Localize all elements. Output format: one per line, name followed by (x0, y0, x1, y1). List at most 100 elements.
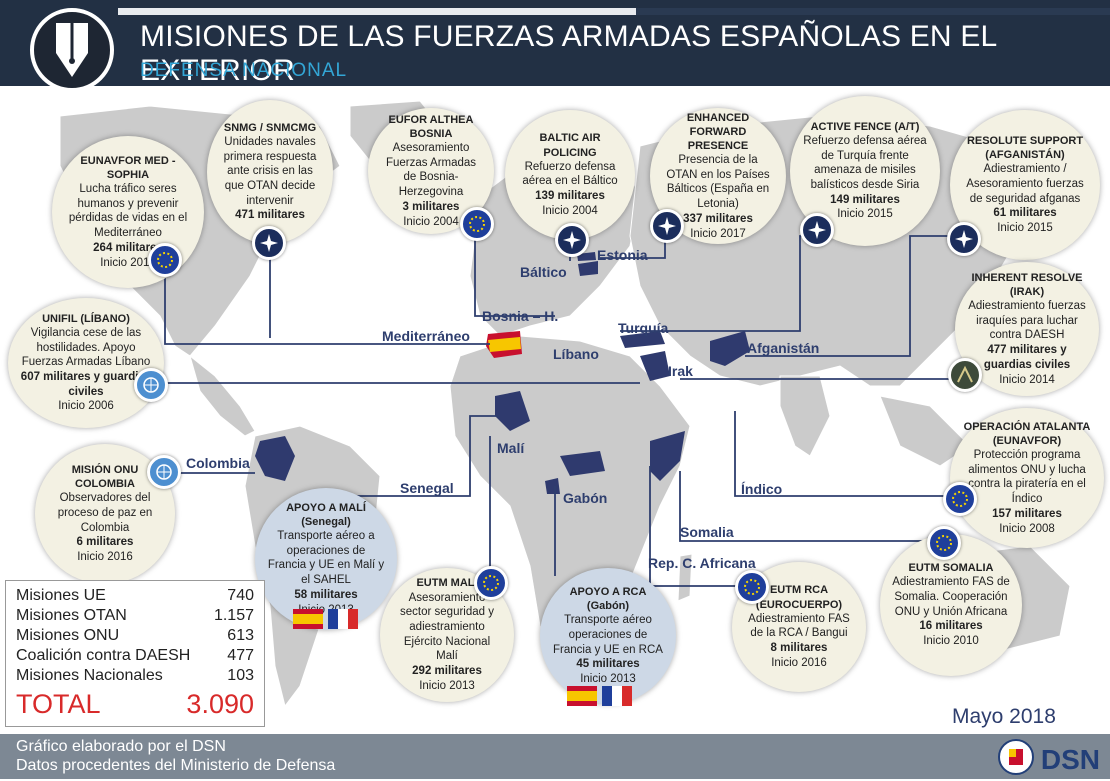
nato-emblem-icon (947, 222, 981, 256)
mission-bubble: RESOLUTE SUPPORT (AFGANISTÁN) Adiestrami… (950, 110, 1100, 260)
location-label-mali: Malí (497, 440, 525, 456)
stats-label: Misiones ONU (16, 627, 120, 644)
mission-start: Inicio 2010 (923, 635, 979, 648)
mission-start: Inicio 2006 (58, 400, 114, 413)
mission-description: Unidades navales primera respuesta ante … (223, 135, 317, 207)
header-bar: MISIONES DE LAS FUERZAS ARMADAS ESPAÑOLA… (0, 0, 1110, 87)
mission-title: SNMG / SNMCMG (223, 121, 317, 134)
mission-start: Inicio 2013 (419, 679, 475, 692)
mission-title: BALTIC AIR POLICING (539, 132, 601, 159)
mission-description: Asesoramiento Fuerzas Armadas de Bosnia-… (385, 141, 477, 199)
mission-military: 3 militares (402, 200, 460, 213)
mission-title: ENHANCED FORWARD PRESENCE (686, 111, 750, 152)
spain-flag-shape (486, 331, 522, 358)
mission-description: Refuerzo defensa aérea de Turquía frente… (803, 134, 927, 192)
mission-description: Lucha tráfico seres humanos y prevenir p… (68, 182, 188, 240)
mission-start: Inicio 2004 (403, 215, 459, 228)
mission-military: 45 militares (576, 658, 640, 671)
location-label-baltico: Báltico (520, 264, 567, 280)
footer-source: Datos procedentes del Ministerio de Defe… (16, 757, 336, 774)
spain-coat-of-arms-icon (997, 738, 1035, 781)
mission-military: 471 militares (235, 209, 305, 222)
mission-title: EUTM SOMALIA (908, 562, 994, 575)
eu-flag-icon (943, 482, 977, 516)
mission-description: Adiestramiento fuerzas iraquíes para luc… (968, 299, 1086, 342)
mission-description: Transporte aéreo operaciones de Francia … (553, 614, 663, 656)
mission-military: 292 militares (412, 665, 482, 678)
stats-label: Coalición contra DAESH (16, 647, 191, 664)
mission-start: Inicio 2016 (771, 656, 827, 669)
mission-bubble: SNMG / SNMCMG Unidades navales primera r… (207, 100, 333, 244)
mission-start: Inicio 2013 (580, 673, 636, 686)
spain-flag-icon (293, 609, 323, 629)
mission-start: Inicio 2015 (100, 256, 156, 269)
mission-military: 264 militares (93, 241, 163, 254)
location-label-bosnia: Bosnia – H. (482, 308, 559, 324)
mission-description: Refuerzo defensa aérea en el Báltico (522, 160, 618, 188)
mission-description: Transporte aéreo a operaciones de Franci… (267, 529, 385, 587)
france-flag-icon (602, 686, 632, 706)
un-emblem-icon (147, 455, 181, 489)
mission-military: 16 militares (919, 620, 983, 633)
mission-military: 6 militares (76, 536, 134, 549)
mission-start: Inicio 2004 (542, 204, 598, 217)
mission-military: 607 militares y guardias civiles (20, 371, 152, 398)
location-label-indico: Índico (741, 481, 783, 497)
mission-title: RESOLUTE SUPPORT (AFGANISTÁN) (966, 135, 1084, 162)
mission-military: 337 militares (683, 212, 753, 225)
mission-description: Asesoramiento sector seguridad y adiestr… (400, 591, 494, 663)
mission-description: Presencia de la OTAN en los Países Bálti… (666, 153, 770, 211)
eu-flag-icon (927, 526, 961, 560)
eu-flag-icon (735, 570, 769, 604)
location-label-senegal: Senegal (400, 480, 454, 496)
mission-description: Adiestramiento FAS de Somalia. Cooperaci… (892, 576, 1010, 618)
mission-title: MISIÓN ONU COLOMBIA (71, 464, 139, 491)
header-accent-line (118, 8, 636, 15)
mission-title: APOYO A RCA (Gabón) (569, 586, 647, 613)
location-label-libano: Líbano (553, 346, 599, 362)
mission-title: INHERENT RESOLVE (IRAK) (971, 271, 1083, 298)
stats-label: Misiones UE (16, 587, 106, 604)
stats-value: 477 (227, 647, 254, 664)
footer-bar: Gráfico elaborado por el DSN Datos proce… (0, 734, 1110, 779)
location-label-somalia: Somalia (680, 524, 734, 540)
stats-value: 1.157 (213, 607, 254, 624)
mission-description: Vigilancia cese de las hostilidades. Apo… (21, 326, 151, 369)
mission-title: EUTM RCA (EUROCUERPO) (755, 584, 843, 611)
mission-bubble: APOYO A RCA (Gabón) Transporte aéreo ope… (540, 568, 676, 704)
mission-title: OPERACIÓN ATALANTA (EUNAVFOR) (963, 420, 1091, 447)
mission-description: Adiestramiento / Asesoramiento fuerzas d… (966, 163, 1084, 205)
mission-title: UNIFIL (LÍBANO) (42, 312, 130, 325)
stats-total-label: TOTAL (16, 689, 101, 719)
location-label-rca: Rep. C. Africana (648, 555, 756, 571)
mission-bubble: APOYO A MALÍ (Senegal) Transporte aéreo … (255, 488, 397, 630)
mission-start: Inicio 2015 (837, 208, 893, 221)
eu-flag-icon (474, 566, 508, 600)
mission-start: Inicio 2017 (690, 227, 746, 240)
inherent-resolve-emblem-icon (948, 358, 982, 392)
mission-start: Inicio 2008 (999, 522, 1055, 535)
mission-military: 8 militares (770, 642, 828, 655)
mission-bubble: BALTIC AIR POLICING Refuerzo defensa aér… (505, 110, 635, 240)
mission-military: 58 militares (294, 588, 358, 601)
mission-start: Inicio 2015 (997, 222, 1053, 235)
stats-row: Coalición contra DAESH 477 (16, 647, 254, 667)
location-label-mediterraneo: Mediterráneo (382, 328, 470, 344)
mission-description: Observadores del proceso de paz en Colom… (57, 492, 153, 534)
stats-value: 740 (227, 587, 254, 604)
footer-credit: Gráfico elaborado por el DSN (16, 738, 226, 755)
publication-date: Mayo 2018 (952, 705, 1056, 728)
eu-flag-icon (460, 207, 494, 241)
mission-start: Inicio 2016 (77, 551, 133, 564)
mission-description: Adiestramiento FAS de la RCA / Bangui (748, 612, 850, 640)
stats-row: Misiones OTAN 1.157 (16, 607, 254, 627)
dsn-logo-text: DSN (1040, 743, 1100, 775)
stats-label: Misiones OTAN (16, 607, 127, 624)
mission-title: EUNAVFOR MED - SOPHIA (80, 154, 176, 181)
page-subtitle: DEFENSA NACIONAL (140, 60, 348, 81)
mission-military: 61 militares (993, 207, 1057, 220)
dsn-logo: DSN (997, 738, 1100, 781)
nato-emblem-icon (555, 223, 589, 257)
header-accent-line-dark (636, 8, 1110, 15)
location-label-turquia: Turquía (618, 320, 669, 336)
